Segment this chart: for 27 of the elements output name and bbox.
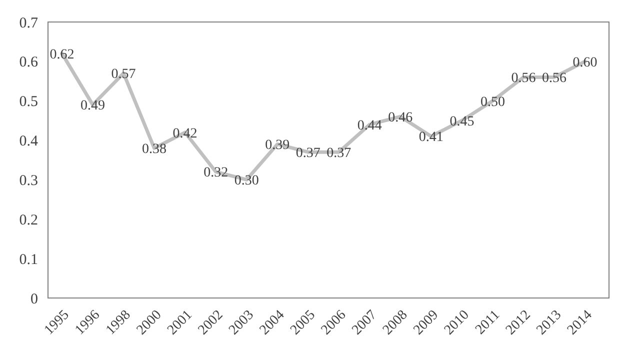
data-label: 0.37 — [296, 146, 320, 162]
y-tick-label: 0.7 — [19, 15, 38, 32]
data-label: 0.60 — [572, 55, 598, 70]
data-label: 0.39 — [265, 138, 290, 154]
data-label: 0.44 — [357, 118, 382, 134]
data-label: 0.57 — [111, 67, 136, 82]
data-label: 0.62 — [50, 47, 74, 62]
data-label: 0.56 — [511, 71, 536, 86]
data-label: 0.45 — [450, 114, 474, 130]
data-label: 0.41 — [418, 130, 444, 146]
data-label: 0.56 — [542, 71, 566, 86]
y-tick-label: 0.3 — [19, 172, 38, 189]
y-tick-label: 0 — [30, 291, 38, 308]
data-label: 0.49 — [80, 98, 106, 114]
y-tick-label: 0.4 — [19, 134, 38, 150]
data-label: 0.50 — [480, 94, 505, 110]
data-label: 0.30 — [234, 174, 259, 189]
data-label: 0.46 — [388, 110, 413, 126]
y-tick-label: 0.5 — [19, 94, 38, 110]
data-label: 0.37 — [326, 146, 352, 162]
y-tick-label: 0.1 — [19, 252, 38, 268]
data-label: 0.38 — [142, 142, 167, 158]
y-tick-label: 0.2 — [19, 212, 38, 228]
y-tick-label: 0.6 — [19, 54, 38, 71]
data-label: 0.42 — [172, 126, 198, 142]
x-tick-label: 2011 — [472, 308, 503, 338]
data-label: 0.32 — [204, 166, 228, 181]
